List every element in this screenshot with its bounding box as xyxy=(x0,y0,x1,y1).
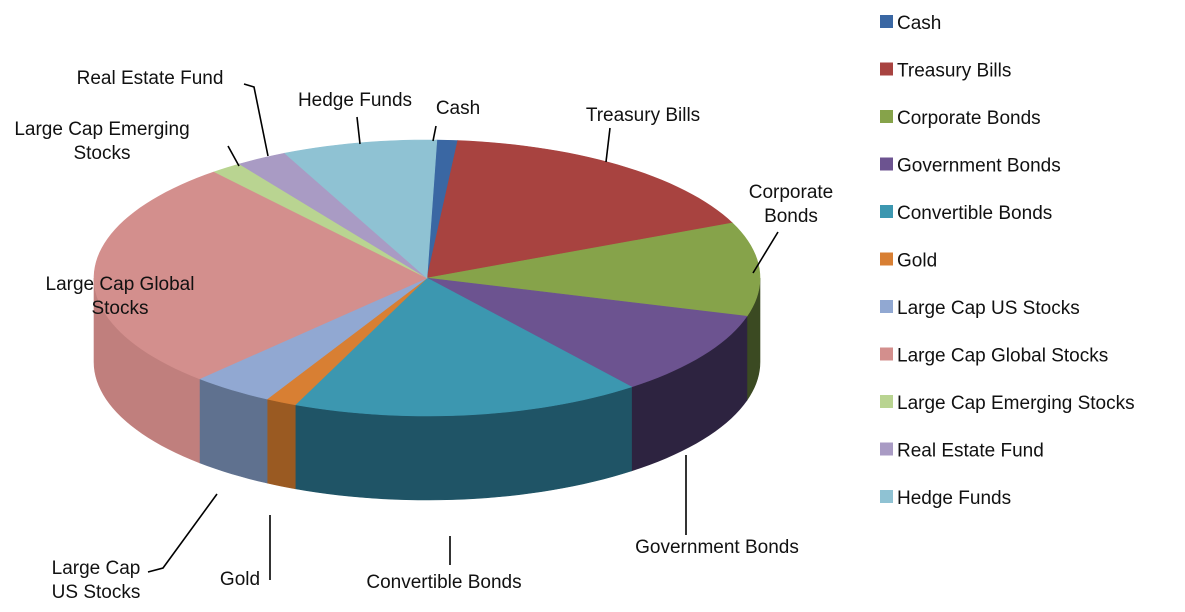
legend-swatch xyxy=(880,205,893,218)
legend-item-treasury-bills: Treasury Bills xyxy=(880,61,1011,82)
legend-swatch xyxy=(880,62,893,76)
slice-label-real-estate-fund: Real Estate Fund xyxy=(77,68,224,89)
slice-real-estate-fund xyxy=(238,152,428,279)
leader-line-large-cap-us-stocks xyxy=(147,493,218,573)
leader-line-treasury-bills xyxy=(605,127,611,163)
legend-item-convertible-bonds: Convertible Bonds xyxy=(880,203,1052,224)
legend-item-corporate-bonds: Corporate Bonds xyxy=(880,108,1041,129)
legend-item-real-estate-fund: Real Estate Fund xyxy=(880,441,1044,462)
legend-label: Convertible Bonds xyxy=(897,203,1052,224)
legend-swatch xyxy=(880,110,893,123)
legend-label: Cash xyxy=(897,13,941,34)
slice-label-government-bonds: Government Bonds xyxy=(635,537,799,558)
slice-hedge-funds xyxy=(284,139,438,279)
slice-label-convertible-bonds: Convertible Bonds xyxy=(366,572,521,593)
slice-label-gold: Gold xyxy=(220,569,260,590)
leader-line-cash xyxy=(432,125,437,142)
legend-swatch xyxy=(880,157,893,171)
leader-lines xyxy=(147,83,779,580)
slice-label-corporate-bonds: Corporate Bonds xyxy=(749,182,834,227)
legend-label: Large Cap US Stocks xyxy=(897,298,1080,319)
side-gold xyxy=(266,398,296,490)
legend-label: Corporate Bonds xyxy=(897,108,1041,129)
slice-label-large-cap-emerging-stocks: Large Cap Emerging Stocks xyxy=(14,119,189,164)
leader-line-corporate-bonds xyxy=(752,231,779,274)
slice-government-bonds xyxy=(426,277,748,388)
leader-line-real-estate-fund xyxy=(243,83,269,157)
legend-swatch xyxy=(880,347,893,361)
legend: Cash Treasury Bills Corporate Bonds Governm… xyxy=(880,13,1135,509)
slice-label-large-cap-global-stocks: Large Cap Global Stocks xyxy=(46,274,195,319)
slice-convertible-bonds xyxy=(294,277,633,417)
legend-swatch xyxy=(880,300,893,313)
legend-swatch xyxy=(880,490,893,503)
leader-line-hedge-funds xyxy=(356,116,361,145)
legend-item-gold: Gold xyxy=(880,251,937,272)
pie-sides xyxy=(93,277,761,501)
legend-swatch xyxy=(880,395,893,408)
legend-label: Hedge Funds xyxy=(897,488,1011,509)
legend-label: Large Cap Emerging Stocks xyxy=(897,393,1135,414)
legend-label: Treasury Bills xyxy=(897,61,1011,82)
slice-large-cap-us-stocks xyxy=(198,277,428,400)
legend-item-large-cap-global-stocks: Large Cap Global Stocks xyxy=(880,346,1108,367)
slice-label-cash: Cash xyxy=(436,98,480,119)
legend-item-government-bonds: Government Bonds xyxy=(880,156,1061,177)
slice-corporate-bonds xyxy=(426,222,761,317)
legend-item-large-cap-us-stocks: Large Cap US Stocks xyxy=(880,298,1080,319)
slice-label-treasury-bills: Treasury Bills xyxy=(586,105,700,126)
legend-label: Large Cap Global Stocks xyxy=(897,346,1108,367)
slice-label-hedge-funds: Hedge Funds xyxy=(298,90,412,111)
legend-label: Real Estate Fund xyxy=(897,441,1044,462)
pie-slices xyxy=(93,139,761,417)
legend-label: Gold xyxy=(897,251,937,272)
slice-large-cap-global-stocks xyxy=(93,171,428,380)
legend-swatch xyxy=(880,15,893,28)
legend-item-large-cap-emerging-stocks: Large Cap Emerging Stocks xyxy=(880,393,1135,414)
legend-item-hedge-funds: Hedge Funds xyxy=(880,488,1011,509)
legend-item-cash: Cash xyxy=(880,13,941,34)
legend-swatch xyxy=(880,442,893,456)
leader-line-large-cap-emerging-stocks xyxy=(227,145,240,167)
slice-treasury-bills xyxy=(426,140,734,279)
slice-labels: Cash Treasury Bills Corporate Bonds Governme… xyxy=(14,68,833,603)
legend-label: Government Bonds xyxy=(897,156,1061,177)
slice-label-large-cap-us-stocks: Large Cap US Stocks xyxy=(52,558,141,603)
legend-swatch xyxy=(880,252,893,266)
